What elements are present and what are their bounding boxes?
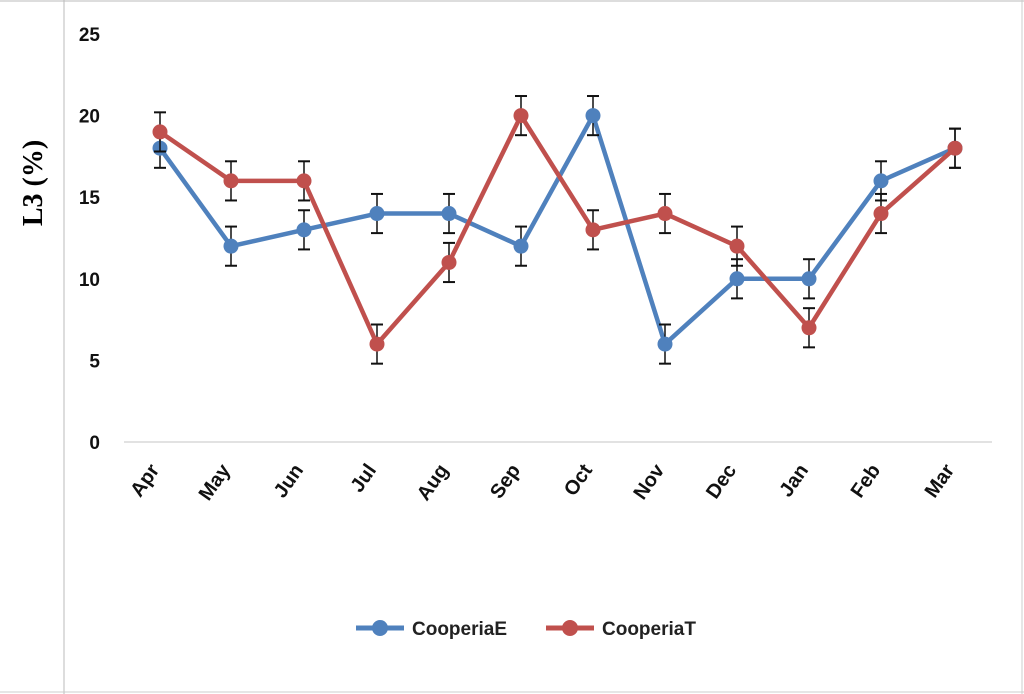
y-axis-label: L3 (%) [18,140,49,226]
x-tick-label: Jun [270,460,308,502]
series-cooperiae [152,95,963,365]
data-point [369,206,385,222]
series-layer [152,95,963,365]
data-point [729,271,745,287]
x-tick-label: Jan [775,460,813,501]
legend-label-cooperiat: CooperiaT [602,619,696,640]
series-line [158,113,956,347]
data-point [801,271,817,287]
legend-item-cooperiat: CooperiaT [546,619,696,640]
y-tick-label: 25 [79,25,101,46]
legend-marker-cooperiat [562,620,578,636]
x-tick-label: Apr [126,460,164,501]
series-line [158,113,957,347]
legend-item-cooperiae: CooperiaE [356,619,507,640]
x-tick-label: Aug [413,460,453,504]
x-tick-label: Nov [629,460,669,504]
data-point [513,108,529,124]
legend: CooperiaE CooperiaT [356,619,696,640]
legend-marker-cooperiae [372,620,388,636]
x-tick-label: Dec [702,460,741,503]
x-tick-labels: Apr May Jun Jul Aug Sep Oct Nov Dec Jan Feb Mar [126,460,959,505]
data-point [873,206,889,222]
y-tick-labels: 0 5 10 15 20 25 [79,25,101,454]
data-point [441,206,457,222]
y-tick-label: 10 [79,270,100,291]
data-point [296,222,312,238]
data-point [585,108,601,124]
data-point [947,140,963,156]
data-point [873,173,889,189]
data-point [223,173,239,189]
y-tick-label: 15 [79,188,101,209]
data-point [441,254,457,270]
y-tick-label: 0 [89,433,100,454]
legend-label-cooperiae: CooperiaE [412,619,507,640]
x-tick-label: Jul [346,460,381,496]
data-point [657,206,673,222]
y-tick-label: 20 [79,107,100,128]
data-point [369,336,385,352]
x-tick-label: May [195,460,236,505]
data-point [513,238,529,254]
x-tick-label: Mar [921,460,960,502]
data-point [296,173,312,189]
data-point [585,222,601,238]
x-tick-label: Sep [486,460,525,503]
data-point [223,238,239,254]
data-point [657,336,673,352]
data-point [729,238,745,254]
data-point [152,124,168,140]
data-point [801,320,817,336]
x-tick-label: Feb [847,460,885,502]
series-cooperiat [152,95,963,365]
x-tick-label: Oct [560,460,597,500]
y-tick-label: 5 [89,351,100,372]
